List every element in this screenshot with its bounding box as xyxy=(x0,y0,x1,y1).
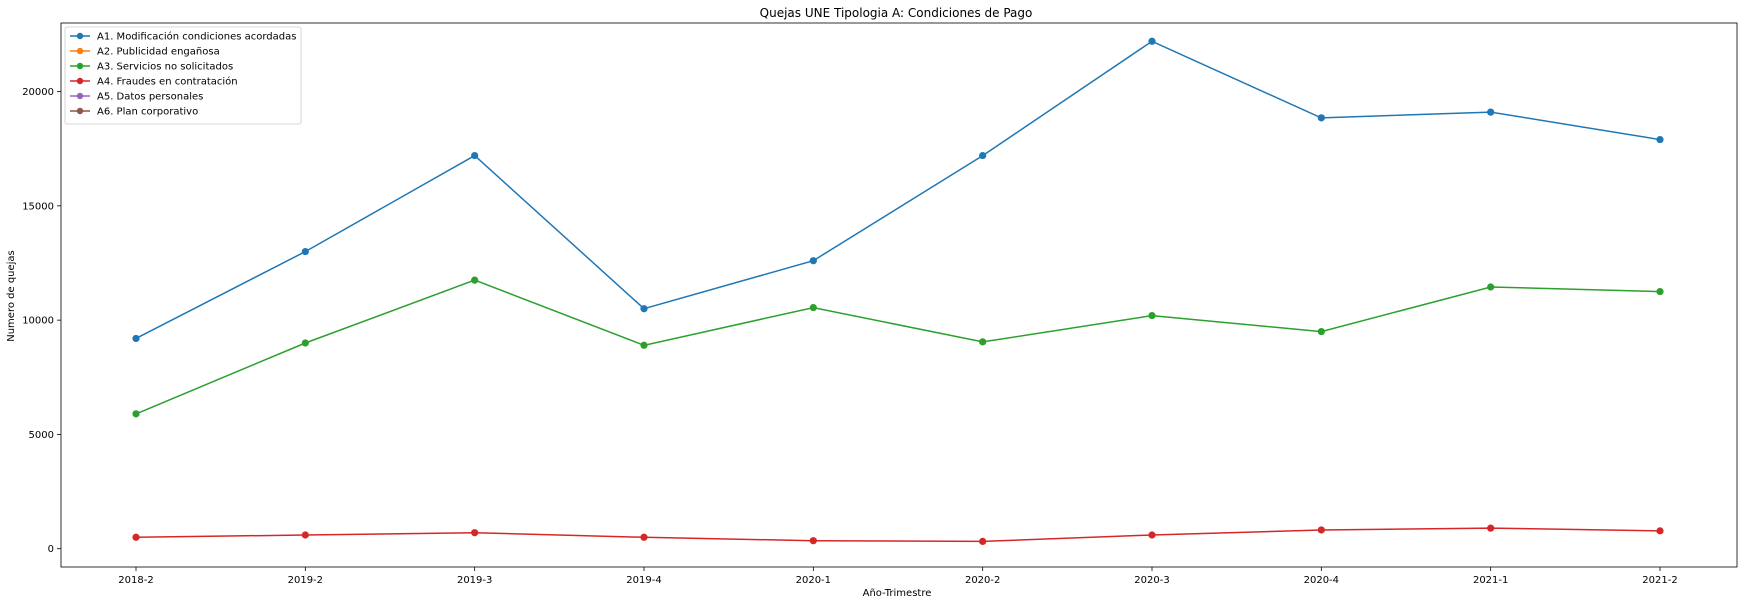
series-4 xyxy=(132,524,1664,546)
plot-area-frame xyxy=(60,22,1738,568)
data-point xyxy=(979,537,987,546)
data-point xyxy=(471,529,479,537)
y-tick-label: 5000 xyxy=(29,430,54,441)
y-tick-label: 15000 xyxy=(22,201,54,212)
legend-label: A6. Plan corporativo xyxy=(97,107,198,118)
x-tick-label: 2021-2 xyxy=(1642,575,1677,586)
x-tick-label: 2020-1 xyxy=(796,575,831,586)
data-point xyxy=(809,303,817,312)
series-line xyxy=(135,527,1661,543)
legend-marker xyxy=(76,47,84,55)
chart-title: Quejas UNE Tipologia A: Condiciones de P… xyxy=(760,6,1033,20)
legend-label: A4. Fraudes en contratación xyxy=(97,76,238,88)
data-point xyxy=(979,338,987,346)
series-layer xyxy=(132,37,1664,546)
x-tick-label: 2020-2 xyxy=(965,575,1000,586)
x-tick-label: 2021-1 xyxy=(1473,575,1508,586)
data-point xyxy=(471,151,479,160)
data-point xyxy=(1317,327,1325,336)
legend-item: A1. Modificación condiciones acordadas xyxy=(70,31,296,43)
data-point xyxy=(1148,37,1156,45)
legend-label: A5. Datos personales xyxy=(97,92,203,103)
y-axis-label: Numero de quejas xyxy=(6,250,17,342)
data-point xyxy=(640,341,648,349)
data-point xyxy=(1656,527,1664,535)
x-tick-label: 2019-4 xyxy=(626,575,661,586)
legend-item: A3. Servicios no solicitados xyxy=(70,62,233,73)
data-point xyxy=(132,533,140,541)
data-point xyxy=(1148,531,1156,539)
data-point xyxy=(1656,287,1664,296)
y-tick-label: 10000 xyxy=(22,316,54,327)
legend-item: A4. Fraudes en contratación xyxy=(70,76,238,88)
legend-marker xyxy=(76,92,84,100)
y-tick-label: 20000 xyxy=(22,87,54,98)
data-point xyxy=(471,276,479,284)
legend-item: A2. Publicidad engañosa xyxy=(70,47,220,58)
data-point xyxy=(1317,526,1325,534)
legend-label: A3. Servicios no solicitados xyxy=(97,62,233,73)
x-tick-label: 2020-3 xyxy=(1134,575,1169,586)
legend-item: A6. Plan corporativo xyxy=(70,107,198,118)
series-3 xyxy=(132,276,1664,418)
legend-item: A5. Datos personales xyxy=(70,92,203,103)
x-axis-label: Año-Trimestre xyxy=(863,588,932,599)
data-point xyxy=(1487,524,1495,532)
data-point xyxy=(301,531,309,539)
legend-marker xyxy=(76,62,84,70)
series-1 xyxy=(132,37,1664,343)
legend-marker xyxy=(76,32,84,40)
data-point xyxy=(301,247,309,256)
data-point xyxy=(301,339,309,347)
data-point xyxy=(979,151,987,160)
legend-marker xyxy=(76,77,84,85)
x-tick-label: 2019-2 xyxy=(288,575,323,586)
data-point xyxy=(1487,283,1495,291)
series-line xyxy=(135,279,1661,415)
data-point xyxy=(1656,135,1664,144)
x-tick-label: 2019-3 xyxy=(457,575,492,586)
legend-marker xyxy=(76,107,84,115)
legend-label: A2. Publicidad engañosa xyxy=(97,47,220,58)
data-point xyxy=(1148,311,1156,320)
x-axis: 2018-2 2019-2 2019-3 2019-4 2020-1 2020-2 2020… xyxy=(118,567,1678,586)
data-point xyxy=(1317,114,1325,122)
legend-label: A1. Modificación condiciones acordadas xyxy=(97,31,296,43)
data-point xyxy=(809,257,817,265)
data-point xyxy=(640,305,648,313)
x-tick-label: 2020-4 xyxy=(1304,575,1339,586)
data-point xyxy=(809,537,817,545)
legend-box xyxy=(64,26,302,125)
series-line xyxy=(135,40,1661,340)
data-point xyxy=(640,533,648,541)
data-point xyxy=(132,410,140,418)
legend: A1. Modificación condiciones acordadas A2… xyxy=(64,26,302,125)
y-axis: 0 5000 10000 15000 20000 xyxy=(22,87,61,555)
y-tick-label: 0 xyxy=(48,544,54,555)
x-tick-label: 2018-2 xyxy=(118,575,153,586)
data-point xyxy=(1487,108,1495,116)
data-point xyxy=(132,334,140,343)
